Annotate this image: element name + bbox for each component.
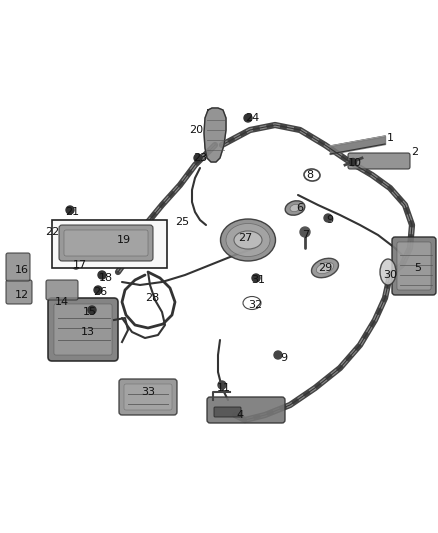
- Text: 4: 4: [237, 410, 244, 420]
- Text: 13: 13: [81, 327, 95, 337]
- FancyBboxPatch shape: [59, 225, 153, 261]
- Text: 24: 24: [245, 113, 259, 123]
- Text: 27: 27: [238, 233, 252, 243]
- Text: 7: 7: [302, 230, 310, 240]
- Text: 23: 23: [193, 153, 207, 163]
- FancyBboxPatch shape: [214, 407, 241, 417]
- Ellipse shape: [226, 223, 270, 256]
- Circle shape: [350, 158, 357, 166]
- Text: 22: 22: [45, 227, 59, 237]
- Text: 18: 18: [99, 273, 113, 283]
- Text: 11: 11: [217, 383, 231, 393]
- Text: 14: 14: [55, 297, 69, 307]
- Ellipse shape: [220, 219, 276, 261]
- Text: 15: 15: [83, 307, 97, 317]
- Text: 19: 19: [117, 235, 131, 245]
- Circle shape: [72, 261, 80, 269]
- Text: 32: 32: [248, 300, 262, 310]
- Circle shape: [252, 274, 260, 282]
- Text: 17: 17: [73, 260, 87, 270]
- Text: 20: 20: [189, 125, 203, 135]
- Polygon shape: [204, 108, 226, 162]
- FancyBboxPatch shape: [64, 230, 148, 256]
- Text: 21: 21: [65, 207, 79, 217]
- FancyBboxPatch shape: [397, 242, 431, 290]
- Text: 8: 8: [307, 170, 314, 180]
- FancyBboxPatch shape: [52, 220, 167, 268]
- Text: 1: 1: [386, 133, 393, 143]
- FancyBboxPatch shape: [6, 280, 32, 304]
- FancyBboxPatch shape: [46, 280, 78, 300]
- FancyBboxPatch shape: [392, 237, 436, 295]
- Circle shape: [194, 154, 202, 162]
- Circle shape: [218, 381, 226, 389]
- Circle shape: [88, 306, 96, 314]
- Text: 31: 31: [251, 275, 265, 285]
- Ellipse shape: [311, 259, 339, 278]
- Text: 10: 10: [348, 158, 362, 168]
- Circle shape: [274, 351, 282, 359]
- Ellipse shape: [316, 262, 334, 273]
- Circle shape: [134, 238, 142, 246]
- Circle shape: [98, 271, 106, 279]
- Circle shape: [244, 114, 252, 122]
- Text: 9: 9: [326, 215, 334, 225]
- Text: 16: 16: [15, 265, 29, 275]
- Text: 28: 28: [145, 293, 159, 303]
- Text: 5: 5: [414, 263, 421, 273]
- Text: 26: 26: [93, 287, 107, 297]
- FancyBboxPatch shape: [348, 153, 410, 169]
- Text: 30: 30: [383, 270, 397, 280]
- Circle shape: [324, 214, 332, 222]
- Ellipse shape: [234, 231, 262, 249]
- Circle shape: [94, 286, 102, 294]
- Text: 25: 25: [175, 217, 189, 227]
- Circle shape: [300, 227, 310, 237]
- Circle shape: [66, 206, 74, 214]
- FancyBboxPatch shape: [119, 379, 177, 415]
- Text: 33: 33: [141, 387, 155, 397]
- FancyBboxPatch shape: [6, 253, 30, 281]
- Text: 9: 9: [280, 353, 288, 363]
- FancyBboxPatch shape: [207, 397, 285, 423]
- Text: 6: 6: [297, 203, 304, 213]
- Ellipse shape: [290, 204, 300, 212]
- FancyBboxPatch shape: [54, 304, 112, 355]
- Text: 29: 29: [318, 263, 332, 273]
- Text: 2: 2: [411, 147, 419, 157]
- Ellipse shape: [285, 201, 305, 215]
- FancyBboxPatch shape: [124, 384, 172, 410]
- Ellipse shape: [380, 259, 396, 285]
- Text: 12: 12: [15, 290, 29, 300]
- FancyBboxPatch shape: [48, 298, 118, 361]
